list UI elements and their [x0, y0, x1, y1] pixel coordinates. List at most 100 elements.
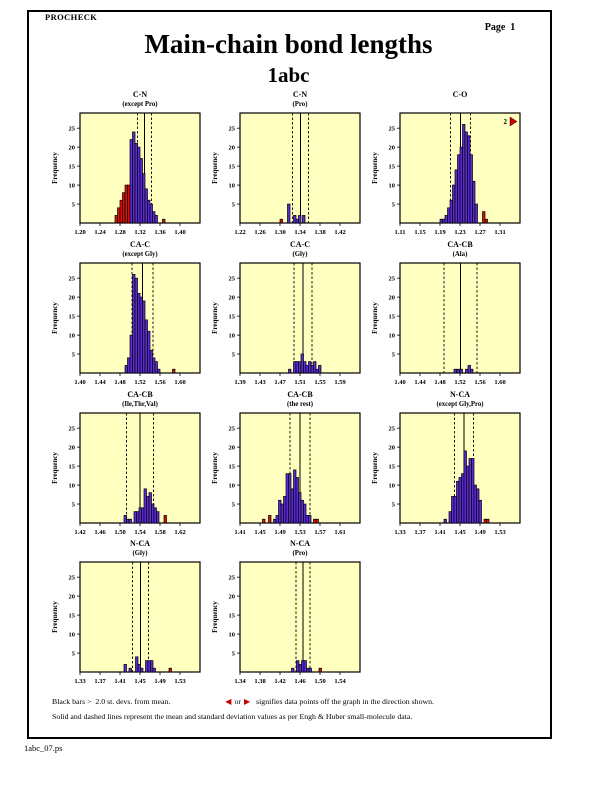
- svg-text:15: 15: [229, 313, 236, 320]
- svg-text:25: 25: [69, 425, 76, 432]
- svg-text:5: 5: [232, 501, 236, 508]
- svg-text:1.60: 1.60: [174, 379, 185, 386]
- histogram-c-o: C-O 5 10 15 20 25 Frequency 1.11 1.15 1.19 1.23 1.2…: [371, 90, 521, 236]
- svg-text:1.61: 1.61: [334, 529, 345, 536]
- svg-text:1.54: 1.54: [134, 529, 146, 536]
- svg-text:10: 10: [229, 182, 236, 189]
- svg-text:1.49: 1.49: [474, 529, 486, 536]
- svg-text:5: 5: [72, 351, 76, 358]
- svg-text:1.46: 1.46: [294, 678, 306, 685]
- svg-text:1.38: 1.38: [254, 678, 266, 685]
- legend-black-bars-note: Black bars > 2.0 st. devs. from mean.: [52, 697, 171, 706]
- svg-text:20: 20: [69, 593, 76, 600]
- svg-text:1.52: 1.52: [454, 379, 465, 386]
- svg-text:5: 5: [72, 201, 76, 208]
- svg-text:1.56: 1.56: [154, 379, 166, 386]
- histogram-c-n-except-pro: C-N (except Pro) 5 10 15 20 25 Frequency 1.20 1.2…: [51, 90, 201, 236]
- svg-text:10: 10: [69, 332, 76, 339]
- svg-text:(Pro): (Pro): [293, 550, 308, 557]
- svg-text:(Ile,Thr,Val): (Ile,Thr,Val): [122, 401, 158, 408]
- page-title: Main-chain bond lengths: [144, 29, 433, 59]
- legend-or-text: or: [234, 697, 241, 706]
- svg-text:Frequency: Frequency: [51, 152, 59, 184]
- page-frame: [27, 10, 552, 739]
- svg-text:1.56: 1.56: [474, 379, 486, 386]
- svg-text:(Pro): (Pro): [293, 101, 308, 108]
- svg-text:1.19: 1.19: [434, 229, 446, 236]
- svg-text:1.58: 1.58: [154, 529, 166, 536]
- svg-text:15: 15: [389, 463, 396, 470]
- svg-text:25: 25: [69, 275, 76, 282]
- svg-text:5: 5: [232, 201, 236, 208]
- svg-text:1.45: 1.45: [254, 529, 266, 536]
- histogram-n-ca-gly: N-CA (Gly) 5 10 15 20 25 Frequency 1.33 1.37 1.41 1…: [51, 539, 201, 685]
- svg-text:1.48: 1.48: [434, 379, 446, 386]
- svg-text:25: 25: [389, 125, 396, 132]
- svg-text:10: 10: [389, 332, 396, 339]
- svg-text:15: 15: [69, 313, 76, 320]
- svg-text:CA-CB: CA-CB: [447, 240, 473, 249]
- svg-text:Frequency: Frequency: [371, 152, 379, 184]
- svg-text:1.62: 1.62: [174, 529, 185, 536]
- svg-text:1.26: 1.26: [254, 229, 266, 236]
- svg-text:Frequency: Frequency: [211, 302, 219, 334]
- page-number: Page 1: [484, 22, 516, 33]
- svg-text:1.41: 1.41: [234, 529, 245, 536]
- svg-text:N-CA: N-CA: [130, 539, 150, 548]
- svg-text:1.37: 1.37: [94, 678, 106, 685]
- svg-text:1.11: 1.11: [394, 229, 405, 236]
- svg-text:Frequency: Frequency: [211, 152, 219, 184]
- output-filename: 1abc_07.ps: [24, 743, 63, 753]
- svg-text:20: 20: [229, 294, 236, 301]
- right-arrow-icon: ▶: [243, 696, 251, 706]
- histogram-n-ca-except-gly-pro: N-CA (except Gly,Pro) 5 10 15 20 25 Frequency 1.…: [371, 390, 521, 536]
- svg-text:10: 10: [389, 482, 396, 489]
- svg-text:1.51: 1.51: [294, 379, 305, 386]
- svg-text:5: 5: [392, 501, 396, 508]
- svg-text:1.49: 1.49: [274, 529, 286, 536]
- svg-text:Frequency: Frequency: [371, 302, 379, 334]
- svg-text:Frequency: Frequency: [51, 601, 59, 633]
- svg-text:Frequency: Frequency: [371, 452, 379, 484]
- svg-text:CA-C: CA-C: [290, 240, 310, 249]
- histogram-ca-c-gly: CA-C (Gly) 5 10 15 20 25 Frequency 1.39 1.43 1.47 1…: [211, 240, 361, 386]
- svg-text:1.37: 1.37: [414, 529, 426, 536]
- svg-text:15: 15: [69, 463, 76, 470]
- svg-text:20: 20: [389, 144, 396, 151]
- offgraph-marker: 2: [504, 116, 518, 127]
- svg-text:15: 15: [69, 163, 76, 170]
- svg-text:1.40: 1.40: [394, 379, 405, 386]
- svg-text:1.23: 1.23: [454, 229, 466, 236]
- svg-text:10: 10: [69, 482, 76, 489]
- svg-text:(except Gly,Pro): (except Gly,Pro): [436, 401, 483, 408]
- histogram-ca-cb-ala: CA-CB (Ala) 5 10 15 20 25 Frequency 1.40 1.44 1.48…: [371, 240, 521, 386]
- svg-text:1.46: 1.46: [94, 529, 106, 536]
- svg-text:1.38: 1.38: [314, 229, 326, 236]
- svg-text:1.45: 1.45: [454, 529, 466, 536]
- svg-text:CA-CB: CA-CB: [287, 390, 313, 399]
- app-name: PROCHECK: [45, 12, 98, 22]
- svg-text:1.43: 1.43: [254, 379, 266, 386]
- svg-text:1.53: 1.53: [174, 678, 186, 685]
- svg-text:1.50: 1.50: [114, 529, 125, 536]
- svg-text:5: 5: [232, 650, 236, 657]
- svg-text:1.45: 1.45: [134, 678, 146, 685]
- svg-text:25: 25: [69, 574, 76, 581]
- svg-text:20: 20: [229, 593, 236, 600]
- svg-text:1.57: 1.57: [314, 529, 326, 536]
- svg-text:20: 20: [389, 444, 396, 451]
- svg-text:10: 10: [229, 332, 236, 339]
- svg-text:10: 10: [229, 482, 236, 489]
- svg-text:1.50: 1.50: [314, 678, 325, 685]
- svg-text:5: 5: [392, 201, 396, 208]
- svg-text:1.39: 1.39: [234, 379, 246, 386]
- svg-text:2: 2: [504, 118, 508, 126]
- svg-text:CA-CB: CA-CB: [127, 390, 153, 399]
- svg-text:1.55: 1.55: [314, 379, 326, 386]
- svg-text:1.40: 1.40: [174, 229, 185, 236]
- svg-text:N-CA: N-CA: [290, 539, 310, 548]
- svg-text:25: 25: [389, 425, 396, 432]
- svg-text:C-N: C-N: [293, 90, 307, 99]
- svg-text:20: 20: [69, 294, 76, 301]
- svg-text:10: 10: [229, 631, 236, 638]
